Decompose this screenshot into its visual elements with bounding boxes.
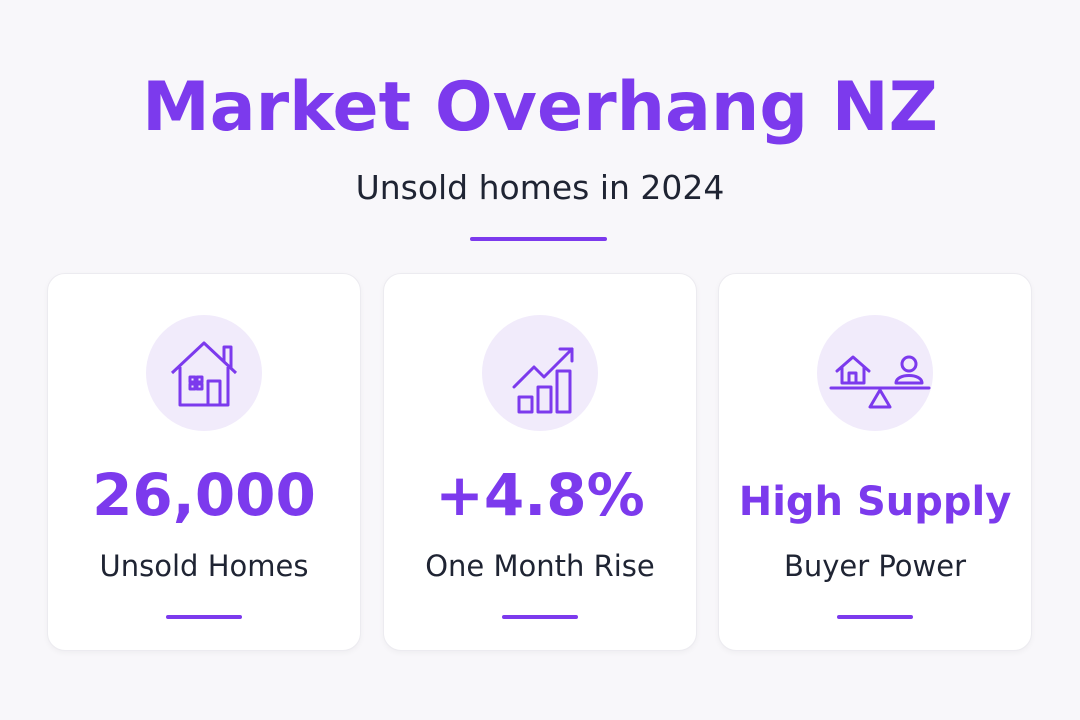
stat-value: 26,000 bbox=[92, 461, 316, 529]
balance-icon bbox=[829, 355, 931, 409]
house-icon bbox=[170, 341, 238, 407]
title: Market Overhang NZ bbox=[142, 68, 938, 147]
growth-icon bbox=[512, 347, 574, 414]
stat-card: High Supply Buyer Power bbox=[718, 273, 1032, 651]
divider bbox=[470, 237, 607, 241]
stat-card: 26,000 Unsold Homes bbox=[47, 273, 361, 651]
stat-card: +4.8% One Month Rise bbox=[383, 273, 697, 651]
accent-bar bbox=[166, 615, 242, 619]
accent-bar bbox=[502, 615, 578, 619]
accent-bar bbox=[837, 615, 913, 619]
subtitle: Unsold homes in 2024 bbox=[355, 168, 725, 207]
stat-value: +4.8% bbox=[435, 461, 645, 529]
icon-circle bbox=[482, 315, 598, 431]
stat-value: High Supply bbox=[738, 479, 1012, 525]
icon-circle bbox=[146, 315, 262, 431]
stat-label: Unsold Homes bbox=[99, 549, 309, 583]
stat-label: One Month Rise bbox=[425, 549, 655, 583]
stat-label: Buyer Power bbox=[783, 549, 967, 583]
icon-circle bbox=[817, 315, 933, 431]
